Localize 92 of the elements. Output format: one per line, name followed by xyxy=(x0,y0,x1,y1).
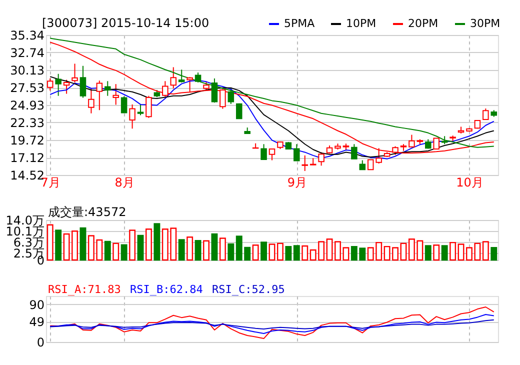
y-tick-label: 35.34 xyxy=(10,28,44,42)
legend-label: 30PM xyxy=(470,17,500,30)
text: 成交量:43572 xyxy=(48,205,126,219)
legend-label: 20PM xyxy=(408,17,438,30)
y-tick-label: 0 xyxy=(36,336,44,350)
candlestick xyxy=(46,78,54,92)
candlestick xyxy=(194,72,202,83)
legend-label: 10PM xyxy=(346,17,376,30)
bar xyxy=(293,245,300,261)
candlestick xyxy=(482,108,489,120)
bar xyxy=(203,240,210,261)
bar xyxy=(260,242,268,261)
line-series xyxy=(50,314,494,334)
bar xyxy=(228,243,234,261)
bar xyxy=(194,240,202,261)
candlestick xyxy=(260,144,267,160)
bar xyxy=(219,238,226,261)
bar xyxy=(104,240,111,261)
bar xyxy=(302,245,308,261)
bar xyxy=(490,246,498,261)
text: RSI_A:71.83 xyxy=(48,283,121,296)
candlestick xyxy=(80,65,86,98)
y-tick-label: 90 xyxy=(29,298,44,312)
candlestick xyxy=(408,134,415,148)
candlestick xyxy=(170,66,177,89)
candlestick xyxy=(351,144,358,160)
candlestick xyxy=(186,76,193,92)
candlestick xyxy=(359,160,366,170)
bar xyxy=(46,224,54,261)
candlestick xyxy=(72,63,78,83)
y-tick-label: 17.12 xyxy=(10,151,44,166)
candlestick xyxy=(236,102,242,120)
bar xyxy=(433,244,440,261)
candlestick xyxy=(162,80,168,98)
y-tick-label: 14.0万 xyxy=(6,214,44,228)
chart-title: [300073] 2015-10-14 15:00 xyxy=(42,16,210,30)
y-tick-label: 22.33 xyxy=(10,116,44,130)
candlestick xyxy=(146,95,152,118)
candlestick xyxy=(137,104,144,116)
bar xyxy=(211,233,218,261)
candlestick xyxy=(129,104,136,130)
legend-label: 5PMA xyxy=(284,17,316,30)
y-tick-label: 32.74 xyxy=(10,46,44,60)
bar xyxy=(178,239,185,261)
candlestick xyxy=(104,80,111,96)
bar xyxy=(458,244,464,261)
bar xyxy=(80,227,86,261)
bar xyxy=(441,245,448,261)
x-tick-label: 9月 xyxy=(287,176,307,190)
text: RSI_B:62.84 xyxy=(130,283,204,296)
candlestick xyxy=(178,69,185,83)
bar xyxy=(450,242,456,261)
candlestick xyxy=(55,73,62,96)
candlestick xyxy=(302,154,308,172)
bar xyxy=(112,242,120,261)
line-series xyxy=(50,306,494,340)
bar xyxy=(424,245,432,261)
candlestick xyxy=(211,78,218,104)
line-series xyxy=(50,319,494,330)
candlestick xyxy=(433,138,440,150)
bar xyxy=(268,244,276,261)
candlestick xyxy=(268,148,276,161)
candlestick xyxy=(294,144,300,162)
candlestick xyxy=(96,80,103,111)
y-tick-label: 30.13 xyxy=(10,64,44,78)
y-tick-label: 24.93 xyxy=(10,98,44,112)
candlestick xyxy=(120,96,128,114)
candlestick xyxy=(88,88,94,114)
x-tick-label: 10月 xyxy=(456,176,484,190)
bar xyxy=(55,230,62,261)
y-tick-label: 49 xyxy=(29,315,44,330)
candlestick xyxy=(63,79,70,94)
candlestick xyxy=(220,88,226,110)
x-tick-label: 8月 xyxy=(114,176,134,190)
bar xyxy=(129,230,136,261)
bar xyxy=(482,241,489,261)
bar xyxy=(145,228,152,261)
bar xyxy=(154,223,160,261)
bar xyxy=(285,246,292,261)
bar xyxy=(276,242,284,261)
candlestick xyxy=(228,88,234,104)
bar xyxy=(137,234,144,261)
bar xyxy=(120,244,128,261)
text: RSI_C:52.95 xyxy=(212,283,285,296)
bar xyxy=(186,236,194,261)
y-tick-label: 19.72 xyxy=(10,134,44,148)
y-tick-label: 27.53 xyxy=(10,81,44,96)
candlestick xyxy=(318,152,324,166)
candlestick xyxy=(112,84,119,106)
bar xyxy=(252,244,259,261)
candlestick xyxy=(367,159,374,170)
bar xyxy=(400,242,407,261)
